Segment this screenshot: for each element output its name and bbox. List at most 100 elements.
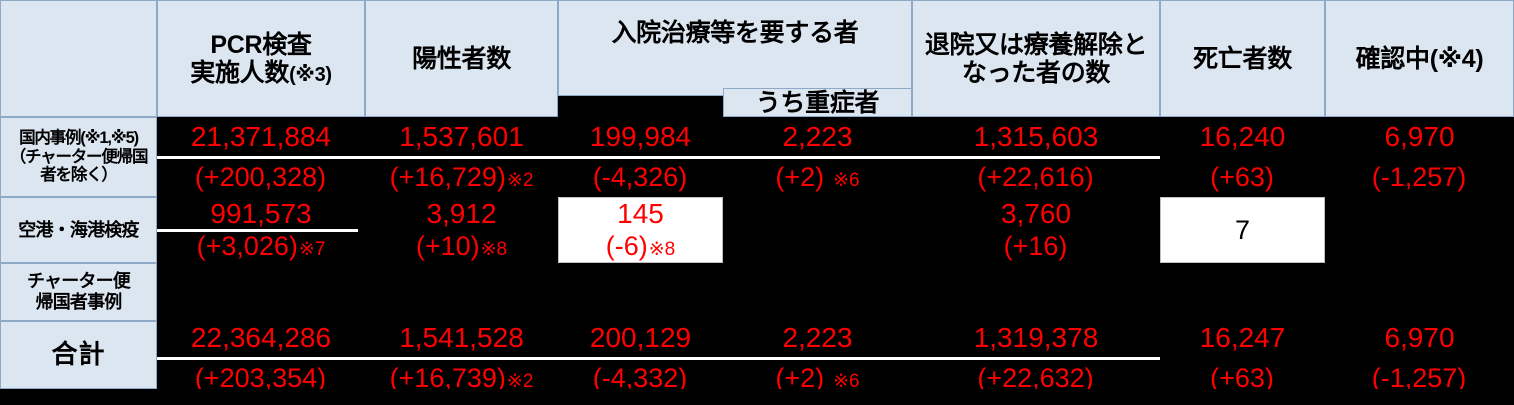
row-label-domestic-line1: 国内事例(※1,※5) xyxy=(19,128,139,147)
header-discharged-line1: 退院又は療養解除と xyxy=(924,30,1148,59)
value-domestic-positive: 1,537,601 xyxy=(399,121,524,153)
cell-charter-hospitalized xyxy=(558,263,723,321)
row-divider-domestic xyxy=(157,156,1160,159)
value-quarantine-deaths: 7 xyxy=(1234,214,1251,245)
cell-domestic-severe: 2,223 (+2) ※6 xyxy=(723,117,912,197)
row-label-charter: チャーター便 帰国者事例 xyxy=(0,263,157,321)
note-quarantine-pcr: ※7 xyxy=(298,239,326,261)
value-quarantine-discharged: 3,760 xyxy=(1000,197,1072,229)
delta-total-discharged: (+22,632) xyxy=(977,362,1094,393)
cell-quarantine-positive: 3,912 (+10) ※8 xyxy=(365,197,558,263)
note-quarantine-positive: ※8 xyxy=(480,239,508,261)
value-total-pcr: 22,364,286 xyxy=(190,322,332,354)
value-total-discharged: 1,319,378 xyxy=(973,322,1099,354)
delta-quarantine-pcr: (+3,026) xyxy=(196,231,298,262)
cell-domestic-deaths: 16,240 (+63) xyxy=(1160,117,1325,197)
cell-charter-confirming xyxy=(1325,263,1514,321)
delta-total-deaths: (+63) xyxy=(1210,362,1274,393)
row-label-quarantine: 空港・海港検疫 xyxy=(0,197,157,263)
row-label-charter-line2: 帰国者事例 xyxy=(35,292,123,312)
header-pcr-line2: 実施人数 xyxy=(190,58,290,87)
row-label-total-text: 合計 xyxy=(51,339,106,370)
cell-domestic-hospitalized: 199,984 (-4,326) xyxy=(558,117,723,197)
delta-total-confirming: (-1,257) xyxy=(1371,362,1467,393)
cell-total-pcr: 22,364,286 (+203,354) xyxy=(157,318,365,398)
cell-quarantine-hospitalized: 145 (-6) ※8 xyxy=(558,197,723,263)
value-total-hospitalized: 200,129 xyxy=(589,322,692,354)
cell-domestic-confirming: 6,970 (-1,257) xyxy=(1325,117,1514,197)
cell-charter-severe xyxy=(723,263,912,321)
header-pcr-line1: PCR検査 xyxy=(210,30,312,59)
header-corner-blank xyxy=(0,0,157,117)
cell-domestic-positive: 1,537,601 (+16,729) ※2 xyxy=(365,117,558,197)
header-severe-label-2: うち重症者 xyxy=(755,88,880,117)
value-total-severe: 2,223 xyxy=(782,322,853,354)
delta-quarantine-positive: (+10) xyxy=(415,231,480,262)
header-discharged-line2: なった者の数 xyxy=(961,58,1111,87)
value-domestic-severe: 2,223 xyxy=(782,121,853,153)
note-total-severe: ※6 xyxy=(833,370,860,392)
header-discharged: 退院又は療養解除と なった者の数 xyxy=(912,0,1160,117)
cell-domestic-pcr: 21,371,884 (+200,328) xyxy=(157,117,365,197)
value-domestic-deaths: 16,240 xyxy=(1199,121,1286,153)
header-severe-box: うち重症者 xyxy=(723,88,912,117)
value-quarantine-pcr: 991,573 xyxy=(210,197,312,229)
row-label-charter-line1: チャーター便 xyxy=(26,271,131,292)
cell-total-hospitalized: 200,129 (-4,332) xyxy=(558,318,723,398)
cell-charter-positive xyxy=(365,263,558,321)
row-divider-total xyxy=(157,357,1160,360)
header-pcr-note: (※3) xyxy=(289,63,332,86)
header-hospitalized: 入院治療等を要する者 xyxy=(558,0,912,96)
cell-charter-discharged xyxy=(912,263,1160,321)
header-confirming-note: (※4) xyxy=(1429,44,1484,73)
cell-total-deaths: 16,247 (+63) xyxy=(1160,318,1325,398)
row-divider-quarantine xyxy=(157,229,358,232)
value-total-positive: 1,541,528 xyxy=(399,322,524,354)
row-label-domestic-line3: 者を除く） xyxy=(40,166,118,185)
delta-domestic-severe: (+2) xyxy=(775,161,825,192)
header-confirming: 確認中(※4) xyxy=(1325,0,1514,117)
delta-domestic-hospitalized: (-4,326) xyxy=(592,161,688,192)
delta-total-hospitalized: (-4,332) xyxy=(592,362,688,393)
note-domestic-severe: ※6 xyxy=(833,169,860,191)
cell-quarantine-confirming xyxy=(1325,197,1514,263)
delta-domestic-pcr: (+200,328) xyxy=(194,161,327,192)
delta-domestic-confirming: (-1,257) xyxy=(1371,161,1467,192)
cell-quarantine-discharged: 3,760 (+16) xyxy=(912,197,1160,263)
value-domestic-hospitalized: 199,984 xyxy=(589,121,692,153)
value-total-deaths: 16,247 xyxy=(1199,322,1286,354)
delta-total-positive: (+16,739) xyxy=(389,362,506,393)
row-label-domestic-line2: （チャーター便帰国 xyxy=(9,147,149,166)
cell-charter-pcr xyxy=(157,263,365,321)
cell-total-positive: 1,541,528 (+16,739) ※2 xyxy=(365,318,558,398)
value-domestic-discharged: 1,315,603 xyxy=(973,121,1099,153)
cell-total-discharged: 1,319,378 (+22,632) xyxy=(912,318,1160,398)
value-domestic-confirming: 6,970 xyxy=(1384,121,1455,153)
header-positive-cases: 陽性者数 xyxy=(365,0,558,117)
delta-quarantine-discharged: (+16) xyxy=(1003,231,1068,262)
delta-domestic-deaths: (+63) xyxy=(1210,161,1274,192)
header-positive-label: 陽性者数 xyxy=(412,44,511,73)
delta-domestic-discharged: (+22,616) xyxy=(977,161,1094,192)
cell-total-severe: 2,223 (+2) ※6 xyxy=(723,318,912,398)
delta-total-pcr: (+203,354) xyxy=(194,362,327,393)
delta-domestic-positive: (+16,729) xyxy=(389,161,506,192)
header-hospitalized-label: 入院治療等を要する者 xyxy=(611,19,859,47)
cell-total-confirming: 6,970 (-1,257) xyxy=(1325,318,1514,398)
delta-total-severe: (+2) xyxy=(775,362,825,393)
value-total-confirming: 6,970 xyxy=(1384,322,1455,354)
header-confirming-label: 確認中 xyxy=(1355,44,1430,73)
header-pcr-tests: PCR検査 実施人数(※3) xyxy=(157,0,365,117)
bottom-strip xyxy=(0,389,1514,405)
header-deaths-label: 死亡者数 xyxy=(1193,44,1292,73)
note-quarantine-hospitalized: ※8 xyxy=(648,238,676,260)
cell-quarantine-pcr: 991,573 (+3,026) ※7 xyxy=(157,197,365,263)
note-domestic-positive: ※2 xyxy=(506,169,534,191)
value-quarantine-hospitalized: 145 xyxy=(617,198,664,230)
cell-domestic-discharged: 1,315,603 (+22,616) xyxy=(912,117,1160,197)
cell-quarantine-severe xyxy=(723,197,912,263)
row-label-domestic: 国内事例(※1,※5) （チャーター便帰国 者を除く） xyxy=(0,117,157,197)
header-deaths: 死亡者数 xyxy=(1160,0,1325,117)
cell-charter-deaths xyxy=(1160,263,1325,321)
